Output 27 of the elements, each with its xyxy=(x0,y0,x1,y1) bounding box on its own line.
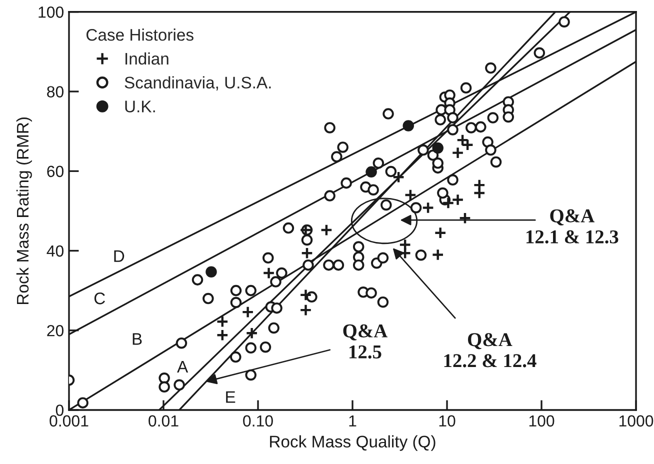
x-tick-label: 1000 xyxy=(619,415,654,427)
series-label: A xyxy=(177,360,188,372)
series-label: D xyxy=(114,250,124,262)
y-tick-label: 100 xyxy=(38,6,64,18)
y-tick-label: 0 xyxy=(56,404,64,416)
y-axis-title: Rock Mass Rating (RMR) xyxy=(16,118,32,304)
y-tick-label: 20 xyxy=(47,325,64,336)
x-tick-label: 10 xyxy=(439,415,456,427)
x-tick-label: 0.10 xyxy=(243,415,273,427)
x-axis-title: Rock Mass Quality (Q) xyxy=(270,435,436,451)
x-tick-label: 0.01 xyxy=(148,415,178,427)
x-tick-label: 0.001 xyxy=(50,415,88,427)
legend-label: Indian xyxy=(126,52,168,65)
series-label: C xyxy=(94,292,105,304)
annotation: Q&A 12.1 & 12.3 xyxy=(526,209,618,244)
y-tick-label: 40 xyxy=(46,245,64,257)
legend-label: U.K. xyxy=(125,100,155,112)
x-tick-label: 100 xyxy=(529,415,554,427)
legend-title: Case Histories xyxy=(86,28,194,41)
annotation: Q&A 12.5 xyxy=(343,324,388,359)
y-tick-label: 60 xyxy=(47,166,64,178)
series-label: E xyxy=(226,391,236,403)
x-tick-label: 1 xyxy=(349,415,356,426)
annotation: Q&A 12.2 & 12.4 xyxy=(444,333,536,368)
y-tick-label: 80 xyxy=(47,86,64,98)
series-label: B xyxy=(132,333,142,345)
legend-label: Scandinavia, U.S.A. xyxy=(124,76,271,90)
